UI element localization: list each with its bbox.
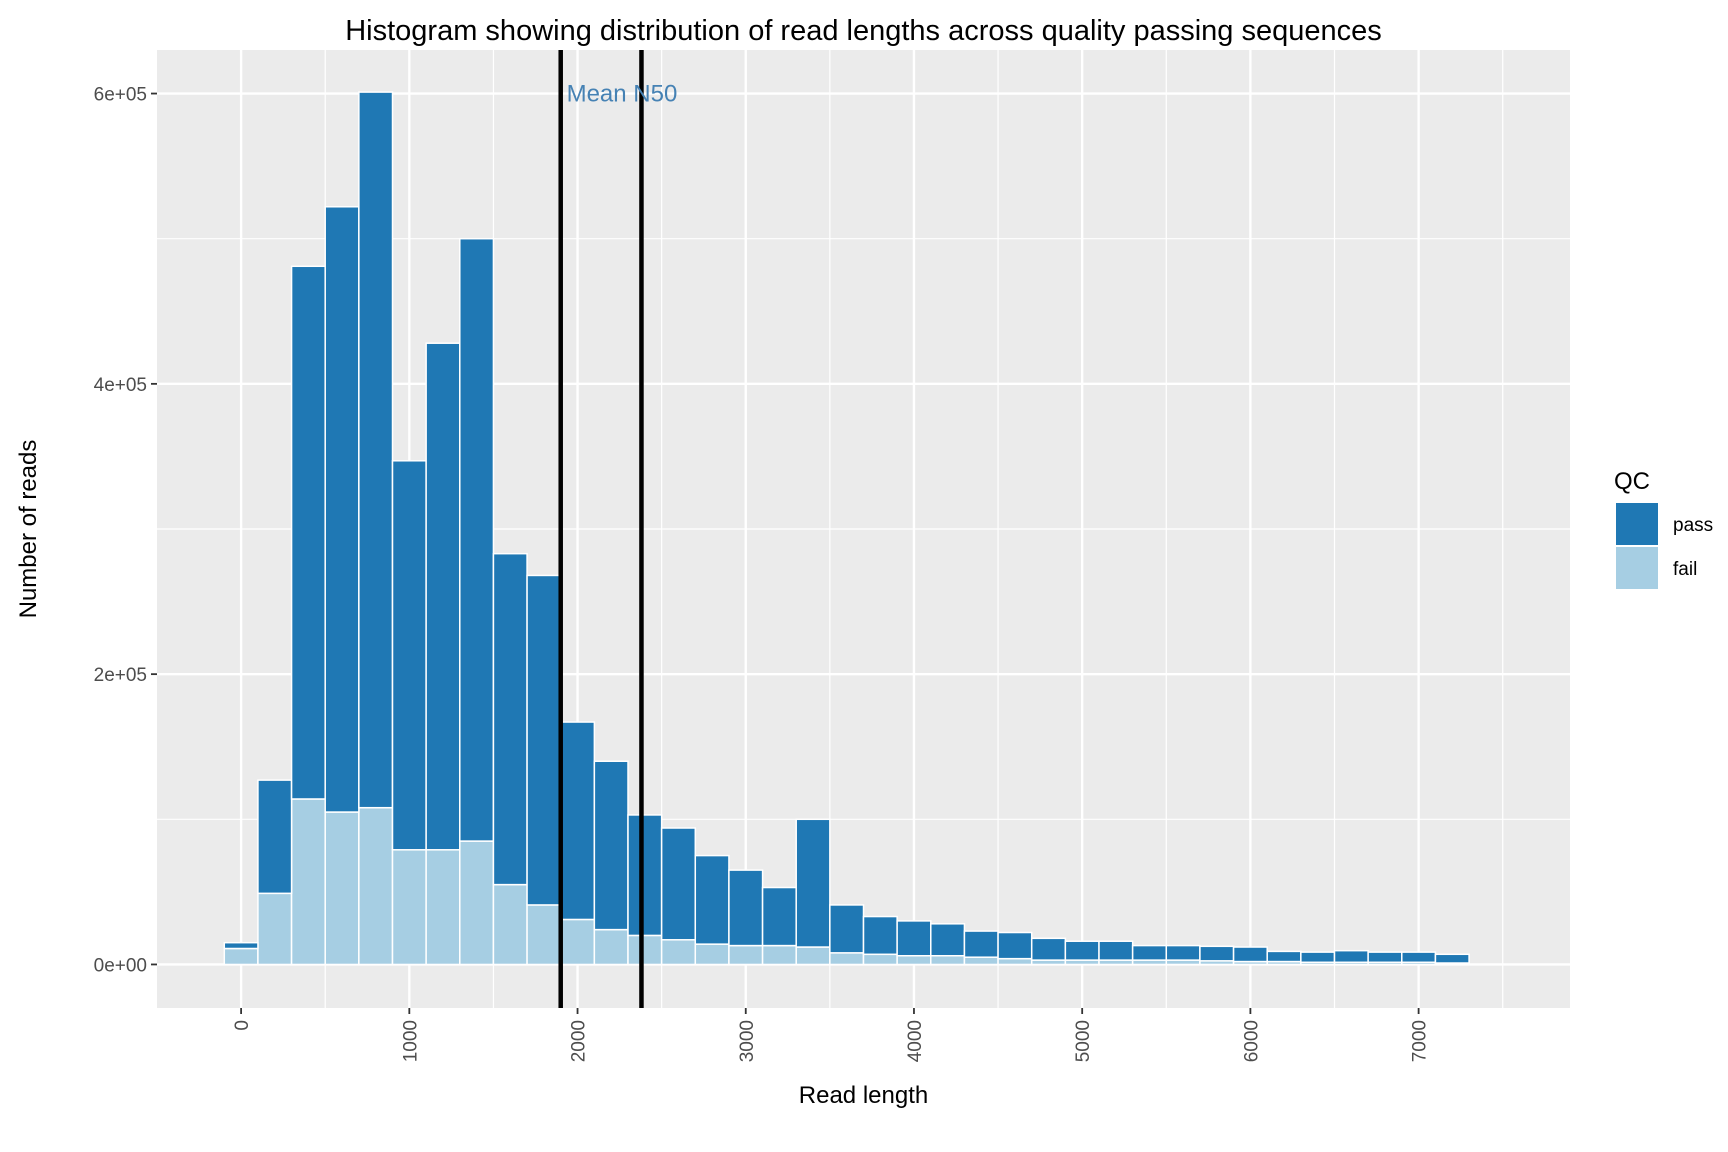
bar-fail [526, 904, 562, 966]
bar-pass [391, 460, 427, 851]
bar-fail [358, 806, 394, 966]
bar-fail [728, 944, 764, 966]
bar-pass [290, 265, 326, 800]
bar-pass [492, 552, 528, 886]
bar-fail [223, 947, 259, 966]
x-tick-label: 5000 [1073, 1020, 1094, 1062]
bar-pass [1098, 940, 1134, 961]
y-axis-title: Number of reads [15, 440, 42, 619]
bar-fail [660, 939, 697, 966]
bar-fail [930, 954, 966, 966]
bar-pass [223, 941, 259, 950]
bar-pass [1300, 951, 1336, 964]
bar-fail [391, 849, 427, 966]
y-tick-label: 0e+00 [94, 955, 147, 976]
legend-title: QC [1614, 468, 1650, 495]
legend-key-fail [1616, 547, 1658, 589]
bar-pass [1199, 945, 1235, 962]
mean-n50-annotation: Mean N50 [567, 81, 678, 108]
chart-title: Histogram showing distribution of read l… [345, 15, 1382, 47]
x-tick-label: 7000 [1410, 1020, 1431, 1062]
bar-fail [795, 946, 831, 966]
bar-fail [997, 957, 1033, 966]
legend-label-fail: fail [1673, 559, 1697, 580]
bar-fail [627, 934, 663, 966]
reference-lines [558, 50, 644, 1008]
bar-pass [324, 206, 360, 813]
legend-key-pass [1616, 503, 1658, 545]
bar-pass [862, 915, 898, 956]
y-axis: 0e+00 2e+05 4e+05 6e+05 [94, 85, 157, 976]
bar-pass [829, 904, 865, 954]
bar-pass [425, 342, 461, 851]
bar-pass [1030, 937, 1067, 961]
bar-pass [1232, 946, 1268, 963]
bar-pass [526, 574, 562, 906]
bar-pass [1434, 953, 1470, 964]
bar-fail [257, 892, 293, 966]
bar-fail [862, 953, 898, 966]
bar-pass [660, 827, 697, 941]
legend: QC pass fail [1614, 468, 1713, 589]
y-tick-label: 2e+05 [94, 665, 147, 686]
x-tick-label: 4000 [905, 1020, 926, 1062]
bar-fail [829, 952, 865, 966]
bar-fail [559, 918, 596, 966]
y-tick-label: 6e+05 [94, 85, 147, 106]
bar-pass [358, 91, 394, 809]
bar-fail [593, 928, 629, 966]
bar-fail [896, 954, 932, 966]
x-tick-label: 6000 [1241, 1020, 1262, 1062]
bar-fail [425, 849, 461, 966]
bar-pass [459, 237, 495, 842]
x-axis-title: Read length [799, 1082, 928, 1109]
bar-pass [627, 814, 663, 937]
bar-pass [997, 931, 1033, 960]
bar-fail [492, 883, 528, 966]
bars [223, 91, 1470, 966]
bar-pass [795, 818, 831, 948]
bar-pass [1266, 950, 1302, 963]
bar-fail [459, 840, 495, 966]
legend-label-pass: pass [1673, 515, 1713, 536]
x-tick-label: 0 [232, 1020, 253, 1031]
bar-pass [896, 920, 932, 957]
bar-pass [728, 869, 764, 947]
bar-pass [1367, 951, 1403, 964]
y-tick-label: 4e+05 [94, 375, 147, 396]
bar-pass [963, 930, 999, 958]
bar-pass [761, 886, 797, 947]
bar-pass [930, 923, 966, 957]
bar-pass [694, 854, 730, 945]
bar-fail [324, 811, 360, 966]
x-axis: 0 1000 2000 3000 4000 5000 6000 7000 [232, 1008, 1431, 1062]
bar-fail [963, 956, 999, 966]
bar-fail [290, 798, 326, 966]
bar-pass [1064, 940, 1100, 961]
bar-pass [559, 721, 596, 921]
bar-pass [1401, 951, 1437, 964]
bar-pass [1333, 949, 1369, 964]
bar-pass [257, 779, 293, 895]
bar-pass [1165, 944, 1201, 961]
bar-fail [694, 943, 730, 966]
x-tick-label: 2000 [569, 1020, 590, 1062]
x-tick-label: 3000 [737, 1020, 758, 1062]
x-tick-label: 1000 [400, 1020, 421, 1062]
bar-pass [1131, 944, 1168, 961]
bar-fail [761, 944, 797, 966]
bar-pass [593, 760, 629, 931]
